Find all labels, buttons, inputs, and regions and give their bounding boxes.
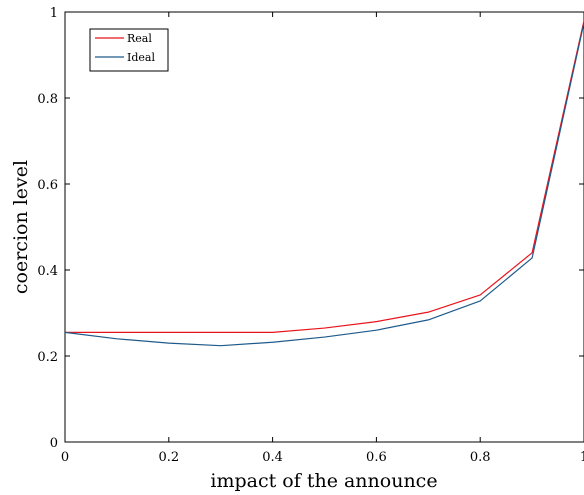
x-tick-label: 0.2 [158,450,179,465]
legend-label-real: Real [127,32,152,45]
x-tick-label: 0.8 [470,450,491,465]
y-tick-label: 0.2 [37,350,58,365]
y-tick-label: 0.8 [37,92,58,107]
x-axis-title: impact of the announce [210,470,437,492]
axis-ticks: 0 0.2 0.4 0.6 0.8 1 0 0.2 0.4 0.6 0.8 1 [37,6,584,465]
series-lines [64,20,584,347]
series-line-ideal [64,22,584,347]
x-tick-label: 0.4 [262,450,283,465]
y-tick-label: 1 [50,6,58,21]
plot-area-frame [64,11,584,443]
x-tick-label: 1 [580,450,584,465]
y-tick-label: 0 [50,436,58,451]
x-tick-label: 0 [61,450,69,465]
y-tick-label: 0.6 [37,178,58,193]
y-tick-label: 0.4 [37,264,58,279]
legend-label-ideal: Ideal [127,51,155,64]
legend-box [89,28,169,72]
y-axis-title: coercion level [10,160,32,294]
series-line-real [65,20,584,333]
legend: Real Ideal [89,28,169,72]
x-tick-label: 0.6 [366,450,387,465]
